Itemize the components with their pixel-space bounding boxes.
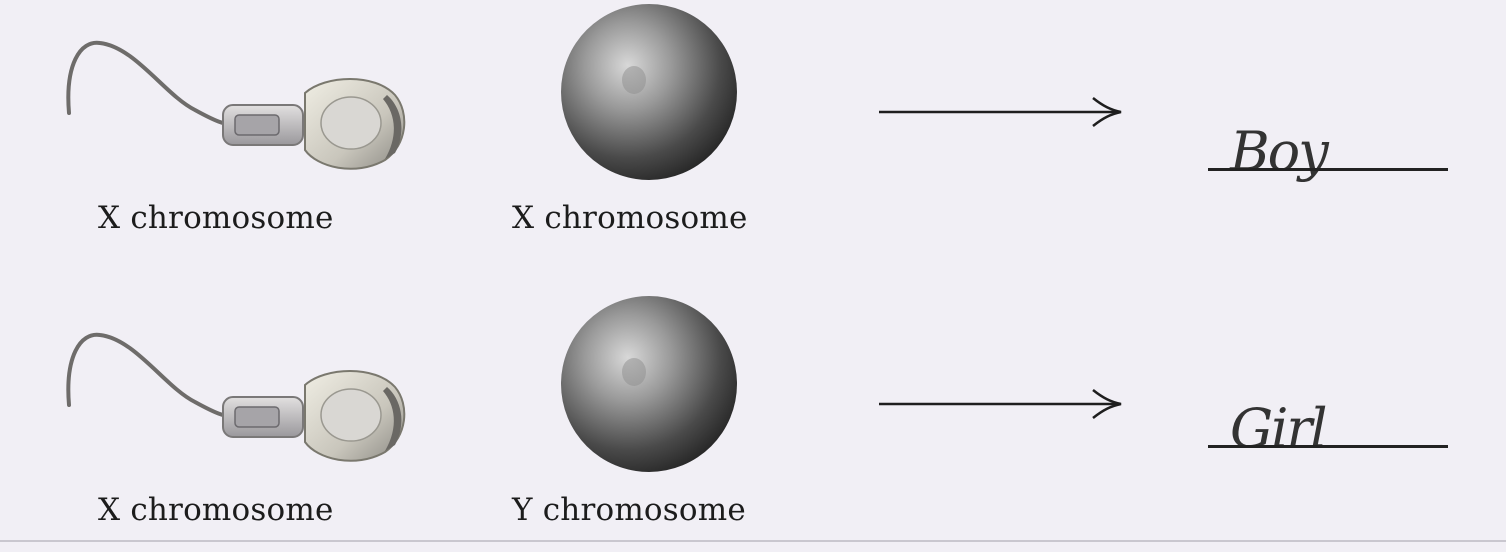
answer-blank: Girl xyxy=(1180,387,1455,517)
egg-illustration xyxy=(561,296,737,472)
answer-line xyxy=(1208,445,1448,448)
arrow-right-icon xyxy=(879,389,1122,419)
handwritten-answer: Boy xyxy=(1230,120,1329,183)
bottom-border xyxy=(0,540,1506,542)
combination-row-1: X chromosome X chromosome Boy xyxy=(0,0,1506,260)
egg-illustration xyxy=(561,4,737,180)
sperm-chromosome-label: X chromosome xyxy=(98,200,334,236)
sperm-chromosome-label: X chromosome xyxy=(98,492,334,528)
arrow-right-icon xyxy=(879,97,1122,127)
egg-chromosome-label: X chromosome xyxy=(512,200,748,236)
egg-chromosome-label: Y chromosome xyxy=(512,492,746,528)
handwritten-answer: Girl xyxy=(1230,397,1327,460)
answer-line xyxy=(1208,168,1448,171)
sperm-illustration xyxy=(66,332,406,462)
answer-blank: Boy xyxy=(1180,110,1455,240)
sperm-illustration xyxy=(66,40,406,170)
combination-row-2: X chromosome Y chromosome Girl xyxy=(0,292,1506,552)
